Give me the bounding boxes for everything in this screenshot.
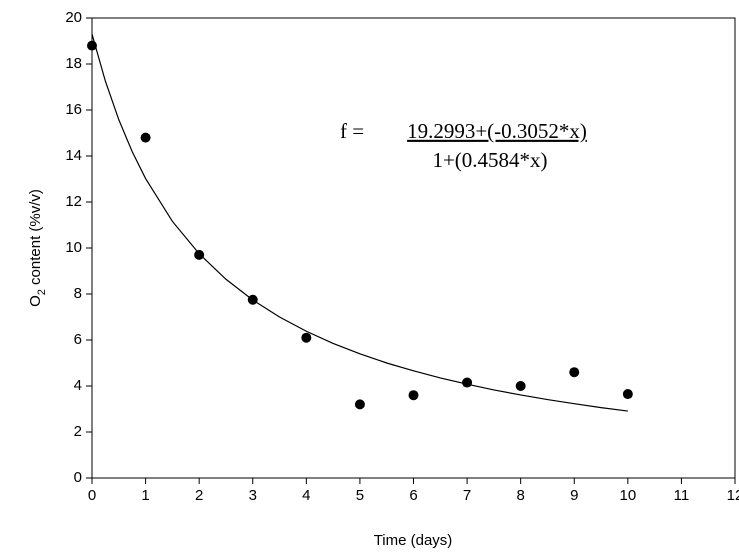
data-point — [194, 249, 205, 260]
y-tick-label: 2 — [74, 423, 82, 440]
y-tick-label: 8 — [74, 285, 82, 302]
y-label-subscript: 2 — [36, 289, 48, 295]
x-tick-label: 0 — [88, 487, 96, 504]
y-tick-label: 20 — [65, 9, 82, 26]
x-tick-label: 10 — [619, 487, 636, 504]
x-tick-label: 8 — [516, 487, 524, 504]
y-tick-label: 6 — [74, 331, 82, 348]
y-tick-label: 12 — [65, 193, 82, 210]
data-point — [622, 389, 633, 400]
y-tick-label: 0 — [74, 469, 82, 486]
data-point — [354, 399, 365, 410]
data-point — [87, 40, 97, 51]
y-tick-label: 18 — [65, 55, 82, 72]
fit-curve — [91, 33, 628, 412]
x-axis-label: Time (days) — [374, 532, 453, 549]
y-tick-label: 10 — [65, 239, 82, 256]
y-label-part: O — [27, 295, 44, 307]
data-point — [247, 294, 258, 305]
data-point — [140, 132, 151, 143]
x-tick-label: 6 — [409, 487, 417, 504]
data-point — [515, 381, 526, 391]
x-tick-label: 4 — [302, 487, 310, 504]
x-tick-label: 11 — [674, 487, 690, 504]
y-axis-label: O2 content (%v/v) — [27, 189, 48, 307]
data-point — [462, 377, 473, 388]
y-label-part: content (%v/v) — [27, 189, 44, 289]
data-point — [408, 390, 419, 401]
x-tick-label: 9 — [570, 487, 578, 504]
data-point — [301, 332, 312, 343]
data-point — [569, 367, 580, 378]
plot-frame — [91, 17, 736, 479]
y-tick-label: 14 — [65, 147, 82, 164]
equation-lhs: f = — [340, 119, 364, 143]
x-tick-label: 2 — [195, 487, 203, 504]
y-tick-label: 16 — [65, 101, 82, 118]
x-tick-label: 7 — [463, 487, 471, 504]
x-tick-label: 5 — [356, 487, 364, 504]
equation-numerator: 19.2993+(-0.3052*x) — [407, 119, 587, 143]
x-tick-label: 3 — [249, 487, 257, 504]
x-tick-label: 1 — [141, 487, 149, 504]
equation-denominator: 1+(0.4584*x) — [432, 148, 547, 172]
x-tick-label: 12 — [727, 487, 739, 504]
y-tick-label: 4 — [74, 377, 82, 394]
